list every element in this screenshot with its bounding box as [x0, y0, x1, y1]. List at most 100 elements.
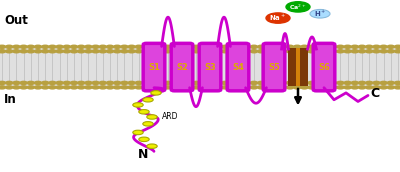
Circle shape — [171, 86, 178, 89]
Circle shape — [250, 81, 258, 84]
Circle shape — [387, 86, 394, 89]
Circle shape — [380, 81, 387, 84]
Circle shape — [207, 86, 214, 89]
Circle shape — [301, 50, 308, 53]
Circle shape — [373, 50, 380, 53]
Circle shape — [157, 50, 164, 53]
Circle shape — [337, 50, 344, 53]
Circle shape — [200, 50, 207, 53]
Circle shape — [301, 81, 308, 84]
Circle shape — [42, 45, 49, 48]
Circle shape — [373, 45, 380, 48]
Circle shape — [6, 86, 13, 89]
FancyBboxPatch shape — [143, 43, 165, 91]
Circle shape — [214, 86, 222, 89]
Circle shape — [106, 81, 114, 84]
Circle shape — [265, 50, 272, 53]
Circle shape — [337, 81, 344, 84]
Text: S4: S4 — [232, 63, 244, 72]
Circle shape — [330, 81, 337, 84]
Circle shape — [344, 86, 351, 89]
Circle shape — [150, 45, 157, 48]
Circle shape — [272, 45, 279, 48]
FancyBboxPatch shape — [227, 43, 249, 91]
Circle shape — [150, 50, 157, 53]
Circle shape — [294, 45, 301, 48]
Text: S5: S5 — [268, 63, 280, 72]
Circle shape — [139, 110, 149, 114]
Circle shape — [236, 45, 243, 48]
Circle shape — [150, 81, 157, 84]
Circle shape — [222, 81, 229, 84]
Circle shape — [0, 50, 6, 53]
Circle shape — [157, 86, 164, 89]
Circle shape — [351, 86, 358, 89]
Circle shape — [128, 86, 135, 89]
Text: Out: Out — [4, 14, 28, 27]
Circle shape — [229, 86, 236, 89]
Circle shape — [279, 50, 286, 53]
Circle shape — [351, 50, 358, 53]
Circle shape — [78, 86, 85, 89]
FancyBboxPatch shape — [199, 43, 221, 91]
Circle shape — [243, 50, 250, 53]
Circle shape — [310, 9, 330, 18]
Circle shape — [178, 45, 186, 48]
Circle shape — [229, 50, 236, 53]
Circle shape — [99, 50, 106, 53]
Circle shape — [315, 81, 322, 84]
Text: S6: S6 — [318, 63, 330, 72]
Circle shape — [13, 86, 20, 89]
Circle shape — [99, 45, 106, 48]
Circle shape — [200, 81, 207, 84]
Circle shape — [135, 45, 142, 48]
Circle shape — [78, 81, 85, 84]
Circle shape — [85, 45, 92, 48]
Text: C: C — [370, 87, 379, 100]
Circle shape — [143, 122, 153, 126]
Circle shape — [366, 81, 373, 84]
Circle shape — [207, 45, 214, 48]
Text: Ca$^{2+}$: Ca$^{2+}$ — [289, 2, 307, 12]
Circle shape — [63, 50, 70, 53]
Circle shape — [186, 45, 193, 48]
Circle shape — [151, 91, 161, 95]
Circle shape — [222, 50, 229, 53]
Circle shape — [171, 45, 178, 48]
Circle shape — [85, 86, 92, 89]
Circle shape — [157, 45, 164, 48]
Bar — [288, 48, 308, 86]
Circle shape — [142, 86, 150, 89]
Circle shape — [92, 45, 99, 48]
Circle shape — [193, 45, 200, 48]
Circle shape — [92, 86, 99, 89]
Circle shape — [0, 86, 6, 89]
Circle shape — [128, 45, 135, 48]
Circle shape — [133, 130, 143, 135]
Circle shape — [142, 45, 150, 48]
Circle shape — [6, 81, 13, 84]
Circle shape — [394, 50, 400, 53]
Circle shape — [330, 50, 337, 53]
Circle shape — [373, 86, 380, 89]
Circle shape — [147, 144, 157, 148]
Circle shape — [279, 81, 286, 84]
Circle shape — [358, 86, 366, 89]
Circle shape — [250, 86, 258, 89]
Circle shape — [250, 50, 258, 53]
Circle shape — [106, 45, 114, 48]
Circle shape — [42, 50, 49, 53]
Circle shape — [70, 81, 78, 84]
Circle shape — [236, 81, 243, 84]
Circle shape — [214, 45, 222, 48]
Circle shape — [294, 81, 301, 84]
Circle shape — [301, 45, 308, 48]
Circle shape — [286, 2, 310, 12]
Circle shape — [34, 50, 42, 53]
Text: S2: S2 — [176, 63, 188, 72]
Circle shape — [56, 50, 63, 53]
Circle shape — [193, 86, 200, 89]
Circle shape — [20, 45, 27, 48]
Circle shape — [114, 86, 121, 89]
Circle shape — [322, 50, 330, 53]
